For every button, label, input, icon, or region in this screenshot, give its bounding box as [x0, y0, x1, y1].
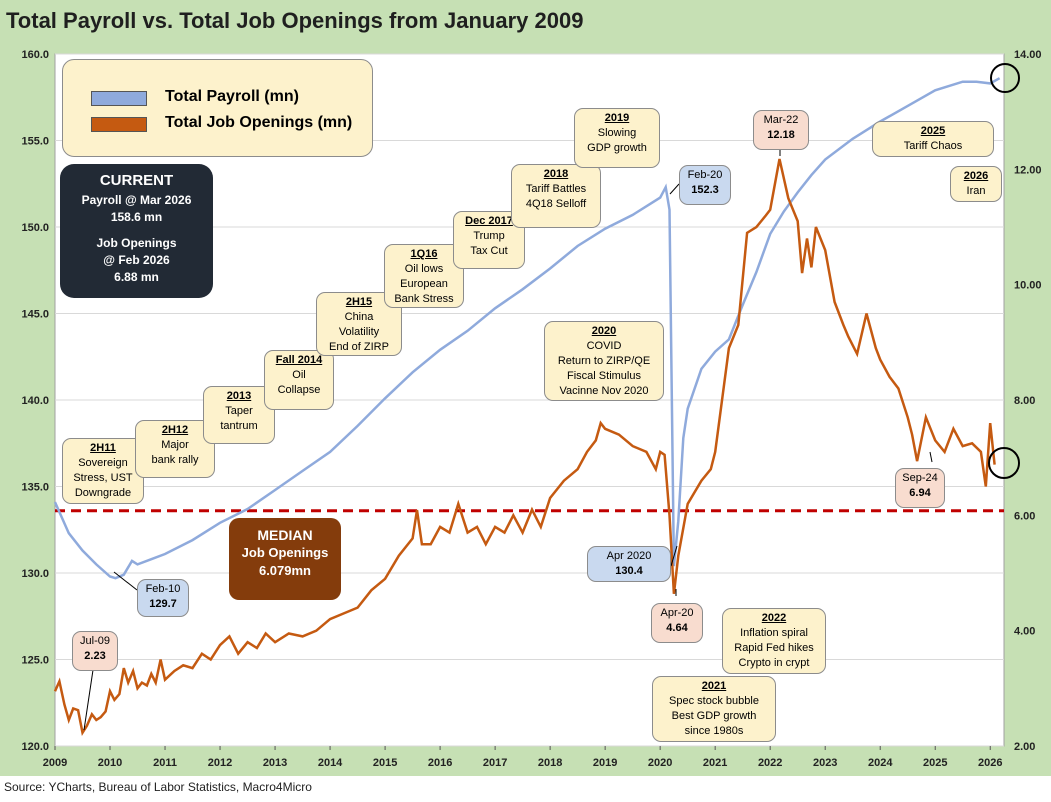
left-tick-label: 150.0 — [21, 222, 49, 234]
right-tick-label: 4.00 — [1014, 626, 1035, 638]
callout-jul09: Jul-09 2.23 — [72, 631, 118, 671]
median-heading: MEDIAN — [257, 527, 313, 543]
current-openings-label: Job Openings — [96, 236, 177, 250]
x-tick-label: 2020 — [648, 757, 672, 769]
right-tick-label: 12.00 — [1014, 164, 1042, 176]
x-axis: 2009 2010 2011 2012 2013 2014 2015 2016 2017 2018… — [43, 746, 1002, 769]
left-tick-label: 135.0 — [21, 482, 49, 494]
x-tick-label: 2021 — [703, 757, 727, 769]
callout-mar22: Mar-22 12.18 — [753, 110, 809, 150]
title-bar: Total Payroll vs. Total Job Openings fro… — [0, 0, 1051, 45]
event-2h11: 2H11 Sovereign Stress, UST Downgrade — [62, 438, 144, 504]
callout-apr2020: Apr 2020 130.4 — [587, 546, 671, 582]
current-summary-box: CURRENT Payroll @ Mar 2026 158.6 mn Job … — [60, 164, 213, 298]
median-value: 6.079mn — [258, 563, 312, 578]
median-summary-box: MEDIAN Job Openings 6.079mn — [229, 518, 341, 600]
x-tick-label: 2014 — [318, 757, 343, 769]
right-tick-label: 14.00 — [1014, 49, 1042, 61]
x-tick-label: 2018 — [538, 757, 562, 769]
legend-label-openings: Total Job Openings (mn) — [165, 114, 353, 131]
left-tick-label: 130.0 — [21, 568, 49, 580]
left-tick-label: 145.0 — [21, 309, 49, 321]
current-openings-marker — [988, 447, 1020, 479]
x-tick-label: 2023 — [813, 757, 837, 769]
event-2021: 2021 Spec stock bubble Best GDP growth s… — [652, 676, 776, 742]
event-fall2014: Fall 2014 Oil Collapse — [264, 350, 334, 410]
legend: Total Payroll (mn) Total Job Openings (m… — [62, 59, 373, 157]
event-2022: 2022 Inflation spiral Rapid Fed hikes Cr… — [722, 608, 826, 674]
x-tick-label: 2024 — [868, 757, 893, 769]
right-tick-label: 10.00 — [1014, 280, 1042, 292]
right-tick-label: 2.00 — [1014, 741, 1035, 753]
right-tick-label: 8.00 — [1014, 395, 1035, 407]
openings-series-line — [53, 158, 996, 737]
event-2019: 2019 Slowing GDP growth — [574, 108, 660, 168]
median-label: Job Openings — [241, 545, 329, 560]
legend-label-payroll: Total Payroll (mn) — [165, 88, 299, 105]
page-title: Total Payroll vs. Total Job Openings fro… — [6, 8, 584, 33]
event-2025: 2025 Tariff Chaos — [872, 121, 994, 157]
x-tick-label: 2010 — [98, 757, 122, 769]
payroll-swatch-icon — [91, 91, 147, 106]
right-tick-label: 6.00 — [1014, 510, 1035, 522]
x-tick-label: 2015 — [373, 757, 397, 769]
right-axis: 2.00 4.00 6.00 8.00 10.00 12.00 14.00 — [1014, 49, 1042, 753]
event-dec2017: Dec 2017 Trump Tax Cut — [453, 211, 525, 269]
current-openings-value: 6.88 mn — [114, 270, 159, 284]
x-tick-label: 2009 — [43, 757, 67, 769]
event-2026: 2026 Iran — [950, 166, 1002, 202]
callout-feb20: Feb-20 152.3 — [679, 165, 731, 205]
x-tick-label: 2019 — [593, 757, 617, 769]
callout-apr20: Apr-20 4.64 — [651, 603, 703, 643]
x-tick-label: 2026 — [978, 757, 1002, 769]
callout-connectors — [83, 148, 933, 731]
current-payroll-value: 158.6 mn — [110, 210, 163, 224]
current-payroll-label: Payroll @ Mar 2026 — [81, 193, 192, 207]
left-tick-label: 120.0 — [21, 741, 49, 753]
event-1q16: 1Q16 Oil lows European Bank Stress — [384, 244, 464, 308]
left-tick-label: 155.0 — [21, 136, 49, 148]
event-2h15: 2H15 China Volatility End of ZIRP — [316, 292, 402, 356]
left-axis: 120.0 125.0 130.0 135.0 140.0 145.0 150.0 155.0… — [21, 49, 49, 753]
left-tick-label: 160.0 — [21, 49, 49, 61]
callout-feb10: Feb-10 129.7 — [137, 579, 189, 617]
openings-swatch-icon — [91, 117, 147, 132]
event-2020: 2020 COVID Return to ZIRP/QE Fiscal Stim… — [544, 321, 664, 401]
left-tick-label: 140.0 — [21, 395, 49, 407]
x-tick-label: 2016 — [428, 757, 452, 769]
event-2013: 2013 Taper tantrum — [203, 386, 275, 444]
current-payroll-marker — [990, 63, 1020, 93]
x-tick-label: 2025 — [923, 757, 947, 769]
x-tick-label: 2013 — [263, 757, 287, 769]
current-heading: CURRENT — [99, 172, 174, 189]
left-tick-label: 125.0 — [21, 655, 49, 667]
callout-sep24: Sep-24 6.94 — [895, 468, 945, 508]
x-tick-label: 2011 — [153, 757, 177, 769]
payroll-series-line — [53, 77, 1001, 580]
x-tick-label: 2022 — [758, 757, 782, 769]
event-2h12: 2H12 Major bank rally — [135, 420, 215, 478]
source-note: Source: YCharts, Bureau of Labor Statist… — [4, 780, 312, 794]
x-tick-label: 2012 — [208, 757, 232, 769]
current-openings-date: @ Feb 2026 — [103, 253, 170, 267]
x-tick-label: 2017 — [483, 757, 507, 769]
event-2018: 2018 Tariff Battles 4Q18 Selloff — [511, 164, 601, 228]
